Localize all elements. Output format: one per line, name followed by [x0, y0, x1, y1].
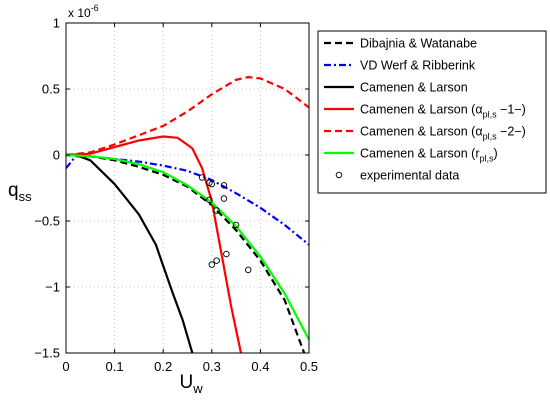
x-tick-label: 0: [62, 359, 69, 374]
experimental-point: [213, 207, 220, 214]
experimental-points: [198, 174, 252, 274]
legend-label: Camenen & Larson (αpl,s −2−): [360, 125, 526, 142]
experimental-point: [208, 180, 216, 188]
y-tick-label: −1: [45, 280, 60, 295]
legend-swatch: [335, 171, 343, 179]
experimental-point: [220, 195, 228, 202]
legend-entry-5: Camenen & Larson (αpl,s −2−): [324, 125, 526, 142]
x-tick-label: 0.3: [203, 359, 221, 374]
legend-label: Camenen & Larson: [360, 81, 468, 95]
legend-label: Camenen & Larson (rpl,s): [360, 147, 498, 164]
experimental-point: [244, 266, 252, 274]
x-tick-label: 0.2: [154, 359, 172, 374]
legend-label: experimental data: [360, 169, 459, 183]
y-axis-title-main: q: [8, 180, 19, 201]
x-axis-title-sub: w: [192, 381, 203, 396]
series-line-6: [66, 153, 309, 341]
legend-label: Camenen & Larson (αpl,s −1−): [360, 103, 526, 120]
legend-entry-4: Camenen & Larson (αpl,s −1−): [324, 103, 526, 120]
y-tick-label: 1: [53, 16, 60, 31]
y-axis-title: qss: [8, 180, 32, 204]
experimental-point: [198, 174, 206, 181]
x-tick-label: 0.1: [106, 359, 124, 374]
y-tick-label: −1.5: [34, 346, 60, 361]
y-exponent-base: x 10: [68, 6, 91, 20]
legend-entry-6: Camenen & Larson (rpl,s): [324, 147, 498, 164]
axis-ticks: 0 0.1 0.2 0.3 0.4 0.5 −1.5 −1 −0.5 0 0.5 1: [34, 16, 318, 375]
grid: [66, 23, 309, 353]
legend-entry-experimental: experimental data: [335, 169, 459, 183]
y-exponent-power: -6: [91, 3, 99, 13]
plot-area-frame: [65, 22, 310, 354]
series-line-4: [66, 135, 243, 353]
experimental-point: [223, 250, 230, 258]
x-tick-label: 0.5: [300, 359, 318, 374]
y-tick-label: 0: [53, 148, 60, 163]
y-tick-label: −0.5: [34, 214, 60, 229]
legend-entry-3: Camenen & Larson: [324, 81, 468, 95]
legend: Dibajnia & Watanabe VD Werf & Ribberink Ca…: [317, 30, 547, 194]
legend-box: [317, 30, 547, 194]
x-axis-title-main: U: [180, 372, 194, 393]
legend-label: VD Werf & Ribberink: [360, 59, 476, 73]
legend-entry-2: VD Werf & Ribberink: [324, 59, 476, 73]
experimental-point: [208, 261, 216, 268]
experimental-point: [206, 196, 213, 204]
x-tick-label: 0.4: [251, 359, 269, 374]
series-line-3: [66, 153, 194, 353]
x-axis-title: Uw: [180, 372, 204, 396]
series-lines: [66, 76, 309, 353]
series-line-5: [66, 76, 309, 157]
y-axis-title-sub: ss: [19, 189, 33, 204]
y-tick-label: 0.5: [42, 82, 60, 97]
legend-entry-1: Dibajnia & Watanabe: [324, 37, 477, 51]
legend-label: Dibajnia & Watanabe: [360, 37, 477, 51]
experimental-point: [213, 257, 220, 264]
series-line-2: [66, 155, 309, 246]
experimental-point: [232, 221, 240, 229]
experimental-point: [220, 182, 228, 189]
y-exponent-label: x 10-6: [68, 3, 99, 20]
